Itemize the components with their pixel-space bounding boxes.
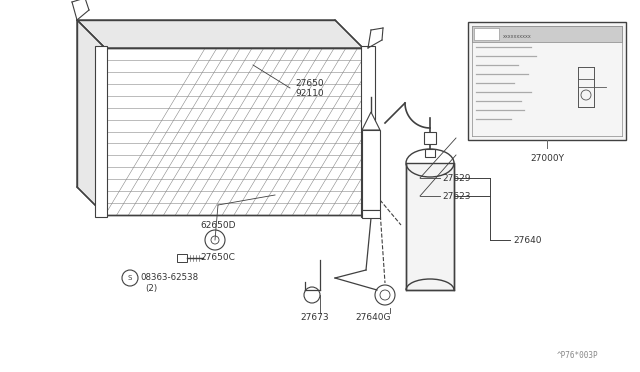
Text: 27673: 27673: [300, 314, 328, 323]
Text: 27640: 27640: [513, 235, 541, 244]
Text: 27640G: 27640G: [355, 314, 390, 323]
Text: xxxxxxxxxx: xxxxxxxxxx: [503, 33, 532, 38]
Polygon shape: [362, 112, 380, 130]
Polygon shape: [362, 130, 380, 210]
Polygon shape: [95, 46, 107, 217]
Bar: [424, 132, 436, 144]
Bar: [472, 26, 622, 42]
Text: 27629: 27629: [442, 173, 470, 183]
Text: 27000Y: 27000Y: [530, 154, 564, 163]
Text: (2): (2): [145, 285, 157, 294]
Text: 27650C: 27650C: [200, 253, 235, 263]
Text: 08363-62538: 08363-62538: [140, 273, 198, 282]
Polygon shape: [406, 163, 454, 290]
Polygon shape: [177, 254, 187, 262]
Polygon shape: [105, 48, 363, 215]
Text: 62650D: 62650D: [200, 221, 236, 230]
Text: ^P76*003P: ^P76*003P: [556, 351, 598, 360]
Text: 27650: 27650: [295, 78, 324, 87]
Text: 27623: 27623: [442, 192, 470, 201]
Polygon shape: [468, 22, 626, 140]
Polygon shape: [77, 20, 105, 215]
Polygon shape: [361, 46, 375, 217]
Polygon shape: [77, 20, 363, 48]
Polygon shape: [362, 210, 380, 218]
Bar: [425, 149, 435, 157]
Bar: [474, 28, 499, 40]
Text: 92110: 92110: [295, 89, 324, 97]
Text: S: S: [128, 275, 132, 281]
